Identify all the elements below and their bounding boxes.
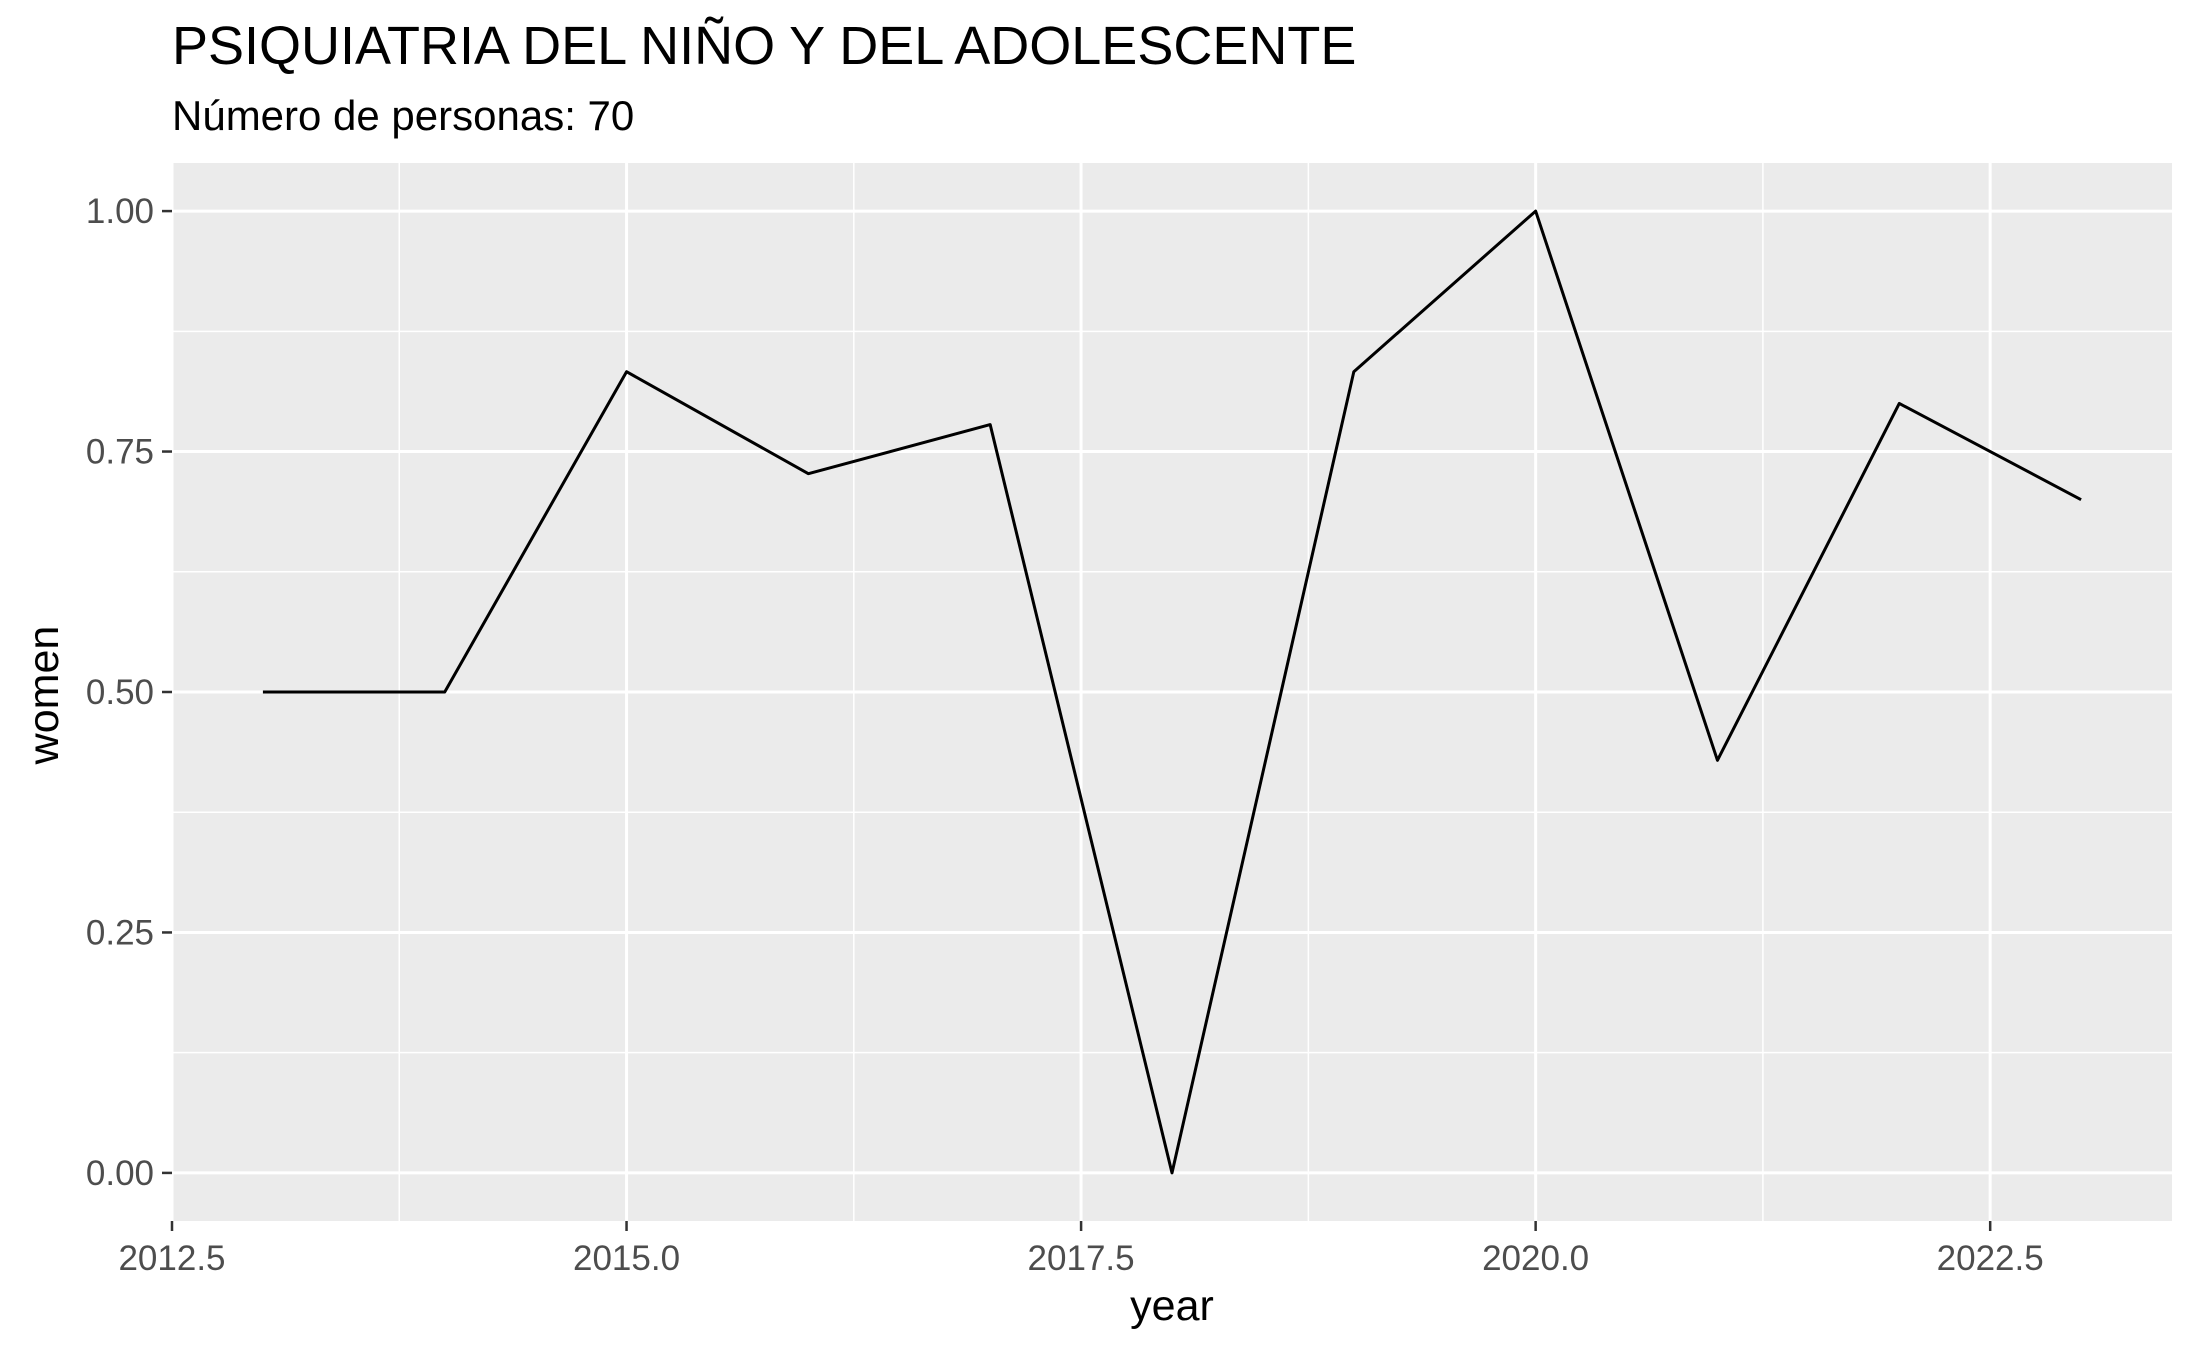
y-tick-label: 0.00 bbox=[86, 1154, 154, 1193]
x-tick-label: 2012.5 bbox=[118, 1239, 225, 1278]
chart-subtitle: Número de personas: 70 bbox=[172, 92, 634, 139]
axis-ticks bbox=[162, 209, 1992, 1231]
y-axis-title: women bbox=[20, 626, 68, 766]
x-axis-tick-labels: 2012.5 2015.0 2017.5 2020.0 2022.5 bbox=[118, 1239, 2043, 1278]
x-tick-label: 2022.5 bbox=[1937, 1239, 2044, 1278]
series-layer bbox=[262, 209, 2082, 1175]
y-tick-label: 0.25 bbox=[86, 913, 154, 952]
series-line bbox=[262, 209, 2082, 1175]
x-tick-label: 2017.5 bbox=[1028, 1239, 1135, 1278]
x-tick-label: 2015.0 bbox=[573, 1239, 680, 1278]
y-axis-tick-labels: 0.00 0.25 0.50 0.75 1.00 bbox=[86, 192, 154, 1193]
x-tick-label: 2020.0 bbox=[1482, 1239, 1589, 1278]
y-tick-label: 0.50 bbox=[86, 673, 154, 712]
x-axis-title: year bbox=[1130, 1282, 1214, 1330]
chart-title: PSIQUIATRIA DEL NIÑO Y DEL ADOLESCENTE bbox=[172, 16, 1356, 76]
y-tick-label: 1.00 bbox=[86, 192, 154, 231]
y-tick-label: 0.75 bbox=[86, 433, 154, 472]
